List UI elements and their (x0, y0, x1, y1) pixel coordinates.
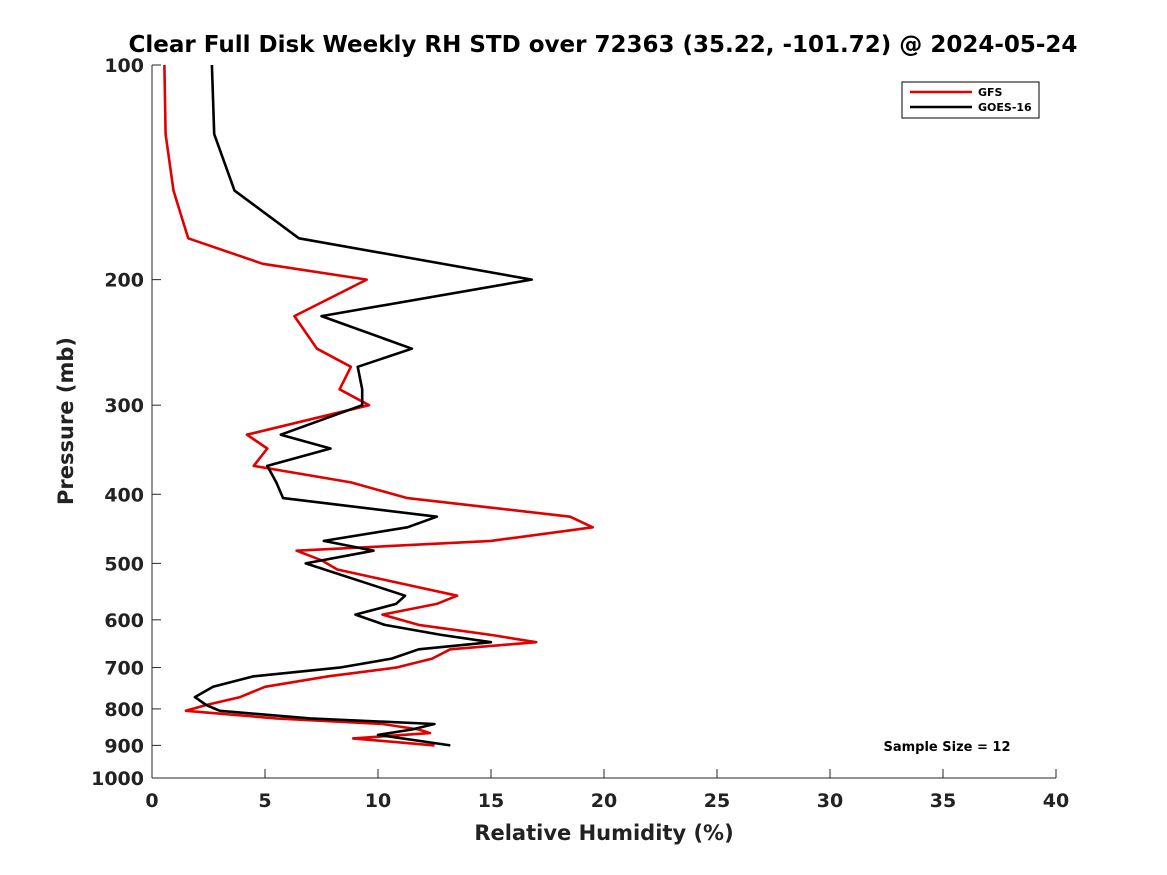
chart-title: Clear Full Disk Weekly RH STD over 72363… (129, 32, 1078, 58)
y-tick-label: 900 (104, 735, 144, 757)
y-tick-label: 400 (104, 484, 144, 506)
y-tick-label: 800 (104, 699, 144, 721)
series-line-gfs (163, 64, 595, 747)
y-tick-label: 500 (104, 553, 144, 575)
x-tick-label: 10 (365, 790, 391, 812)
y-tick-label: 600 (104, 610, 144, 632)
series-layer (163, 64, 595, 747)
y-axis-label: Pressure (mb) (54, 337, 78, 505)
y-tick-label: 700 (104, 658, 144, 680)
legend: GFS GOES-16 (901, 81, 1040, 119)
x-tick-label: 40 (1043, 790, 1069, 812)
x-axis-ticks: 0 5 10 15 20 25 30 35 40 (145, 769, 1069, 812)
x-tick-label: 25 (704, 790, 730, 812)
x-tick-label: 30 (817, 790, 843, 812)
y-tick-label: 1000 (91, 768, 144, 790)
x-tick-label: 15 (478, 790, 504, 812)
legend-label-gfs: GFS (978, 86, 1003, 99)
x-tick-label: 35 (930, 790, 956, 812)
x-axis-label: Relative Humidity (%) (474, 821, 733, 845)
x-tick-label: 0 (145, 790, 158, 812)
legend-box (901, 81, 1040, 119)
y-tick-label: 100 (104, 55, 144, 77)
y-tick-label: 300 (104, 395, 144, 417)
y-axis-ticks: 100 200 300 400 500 600 700 800 900 1000 (91, 55, 161, 790)
x-tick-label: 20 (591, 790, 617, 812)
y-tick-label: 200 (104, 270, 144, 292)
x-tick-label: 5 (258, 790, 271, 812)
legend-label-goes16: GOES-16 (978, 101, 1032, 114)
series-line-goes16 (193, 64, 534, 747)
sample-size-annotation: Sample Size = 12 (883, 740, 1010, 755)
